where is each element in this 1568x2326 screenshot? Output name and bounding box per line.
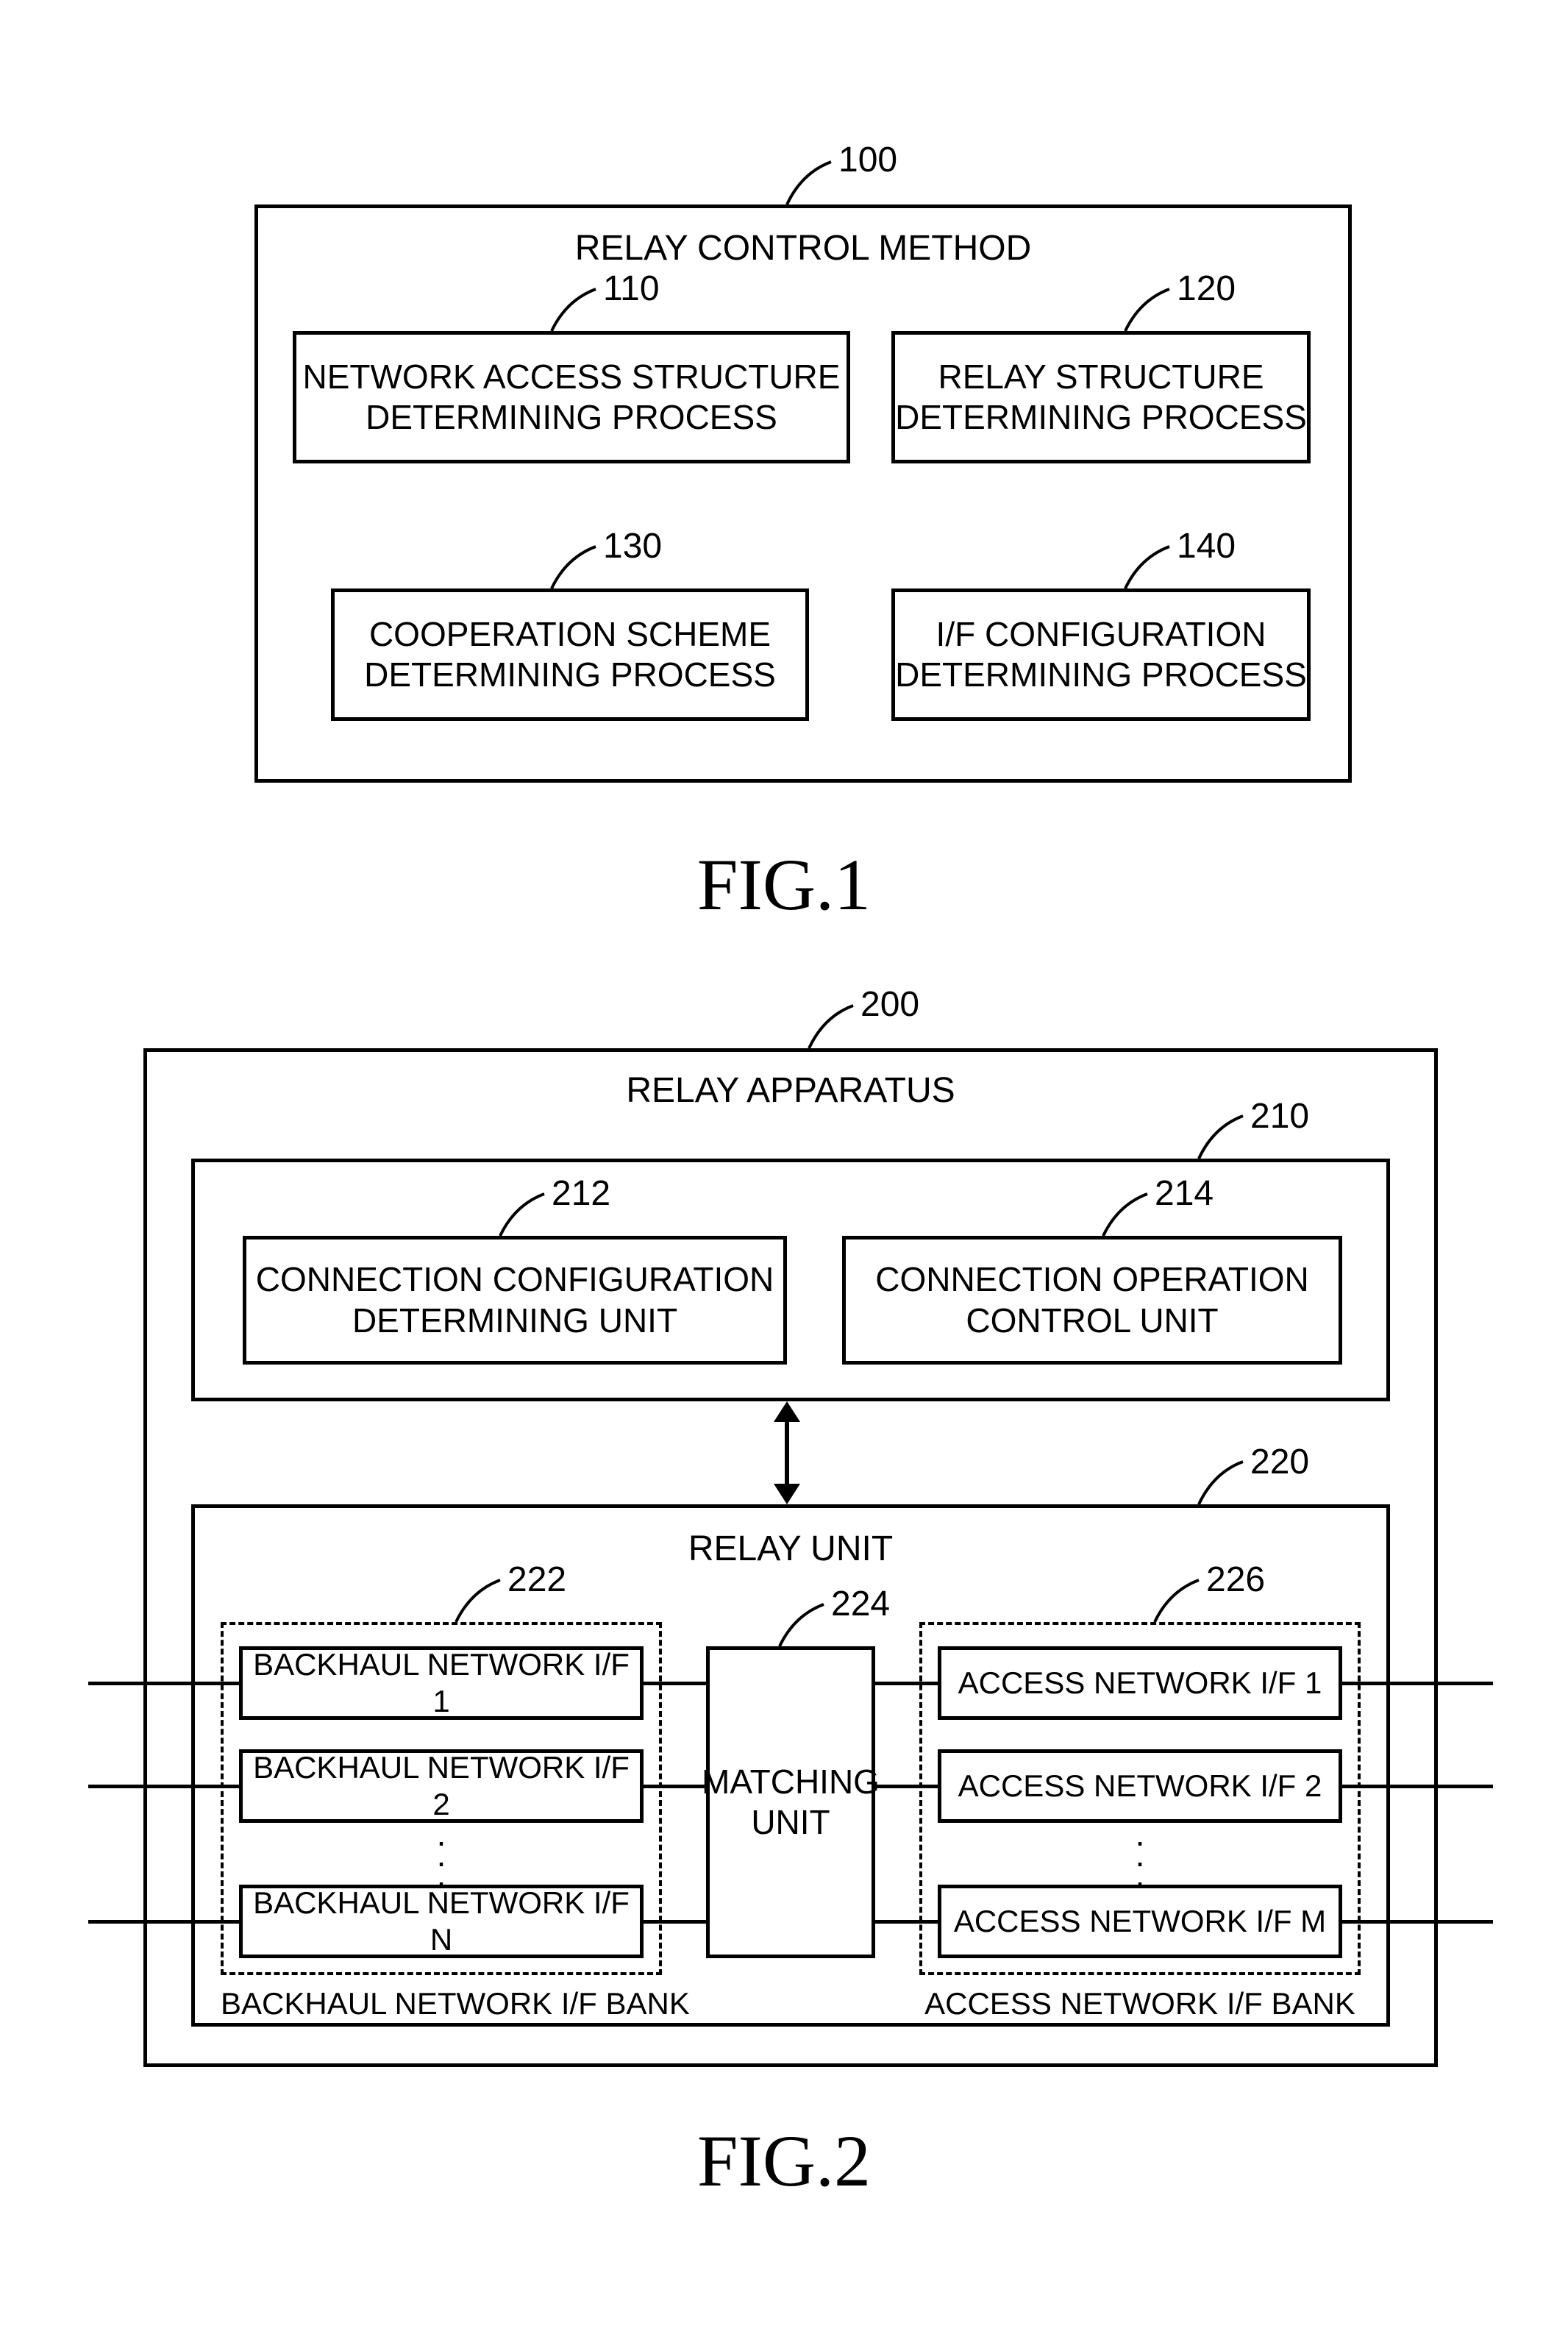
line-an2-ext: [1342, 1785, 1493, 1788]
bh-if-n: BACKHAUL NETWORK I/F N: [239, 1885, 644, 1958]
bh-if-1-text: BACKHAUL NETWORK I/F 1: [243, 1650, 640, 1716]
fig1-box-130-text: COOPERATION SCHEME DETERMINING PROCESS: [335, 592, 805, 717]
ref-110: 110: [603, 268, 660, 309]
fig2-caption: FIG.2: [0, 2119, 1568, 2203]
fig2-box-212: CONNECTION CONFIGURATION DETERMINING UNI…: [243, 1236, 787, 1365]
fig2-box-212-text: CONNECTION CONFIGURATION DETERMINING UNI…: [246, 1240, 783, 1361]
line-bh2-m: [644, 1785, 706, 1788]
an-if-1-text: ACCESS NETWORK I/F 1: [941, 1650, 1339, 1716]
bank-an-caption: ACCESS NETWORK I/F BANK: [919, 1986, 1361, 2021]
line-bhn-ext: [88, 1920, 239, 1924]
ref-140: 140: [1177, 526, 1236, 566]
fig2-title: RELAY APPARATUS: [143, 1070, 1438, 1111]
bh-if-n-text: BACKHAUL NETWORK I/F N: [243, 1888, 640, 1955]
fig1-box-120: RELAY STRUCTURE DETERMINING PROCESS: [891, 331, 1311, 463]
line-m-an1: [875, 1682, 938, 1685]
line-bh1-m: [644, 1682, 706, 1685]
an-if-1: ACCESS NETWORK I/F 1: [938, 1646, 1342, 1720]
fig1-box-140: I/F CONFIGURATION DETERMINING PROCESS: [891, 588, 1311, 721]
line-bhn-m: [644, 1920, 706, 1924]
double-arrow: [765, 1401, 809, 1504]
an-dots: ···: [1125, 1832, 1155, 1893]
ref-100: 100: [838, 140, 897, 180]
line-an1-ext: [1342, 1682, 1493, 1685]
fig2-box-214: CONNECTION OPERATION CONTROL UNIT: [842, 1236, 1342, 1365]
page: 100 RELAY CONTROL METHOD NETWORK ACCESS …: [0, 0, 1568, 2326]
bh-dots: ···: [427, 1832, 456, 1893]
fig1-caption: FIG.1: [0, 842, 1568, 927]
fig1-title: RELAY CONTROL METHOD: [254, 228, 1352, 268]
ref-120: 120: [1177, 268, 1236, 309]
ref-212: 212: [552, 1173, 610, 1214]
an-if-m: ACCESS NETWORK I/F M: [938, 1885, 1342, 1958]
bh-if-2-text: BACKHAUL NETWORK I/F 2: [243, 1753, 640, 1819]
an-if-2: ACCESS NETWORK I/F 2: [938, 1749, 1342, 1823]
ref-200: 200: [860, 984, 919, 1025]
bank-bh-caption: BACKHAUL NETWORK I/F BANK: [221, 1986, 662, 2021]
ref-130: 130: [603, 526, 662, 566]
fig2-box-214-text: CONNECTION OPERATION CONTROL UNIT: [846, 1240, 1339, 1361]
line-bh2-ext: [88, 1785, 239, 1788]
matching-unit-text: MATCHING UNIT: [710, 1650, 872, 1955]
line-bh1-ext: [88, 1682, 239, 1685]
line-anm-ext: [1342, 1920, 1493, 1924]
line-m-anm: [875, 1920, 938, 1924]
ref-222: 222: [507, 1559, 566, 1600]
an-if-m-text: ACCESS NETWORK I/F M: [941, 1888, 1339, 1955]
matching-unit: MATCHING UNIT: [706, 1646, 875, 1958]
line-m-an2: [875, 1785, 938, 1788]
fig1-box-130: COOPERATION SCHEME DETERMINING PROCESS: [331, 588, 809, 721]
an-if-2-text: ACCESS NETWORK I/F 2: [941, 1753, 1339, 1819]
fig1-box-110-text: NETWORK ACCESS STRUCTURE DETERMINING PRO…: [296, 335, 847, 460]
ref-224: 224: [831, 1584, 890, 1624]
fig1-box-140-text: I/F CONFIGURATION DETERMINING PROCESS: [895, 592, 1307, 717]
fig1-box-120-text: RELAY STRUCTURE DETERMINING PROCESS: [895, 335, 1307, 460]
ref-210: 210: [1250, 1096, 1309, 1137]
ref-220: 220: [1250, 1442, 1309, 1482]
bh-if-2: BACKHAUL NETWORK I/F 2: [239, 1749, 644, 1823]
bh-if-1: BACKHAUL NETWORK I/F 1: [239, 1646, 644, 1720]
ref-226: 226: [1206, 1559, 1265, 1600]
ref-214: 214: [1155, 1173, 1214, 1214]
fig1-box-110: NETWORK ACCESS STRUCTURE DETERMINING PRO…: [293, 331, 850, 463]
